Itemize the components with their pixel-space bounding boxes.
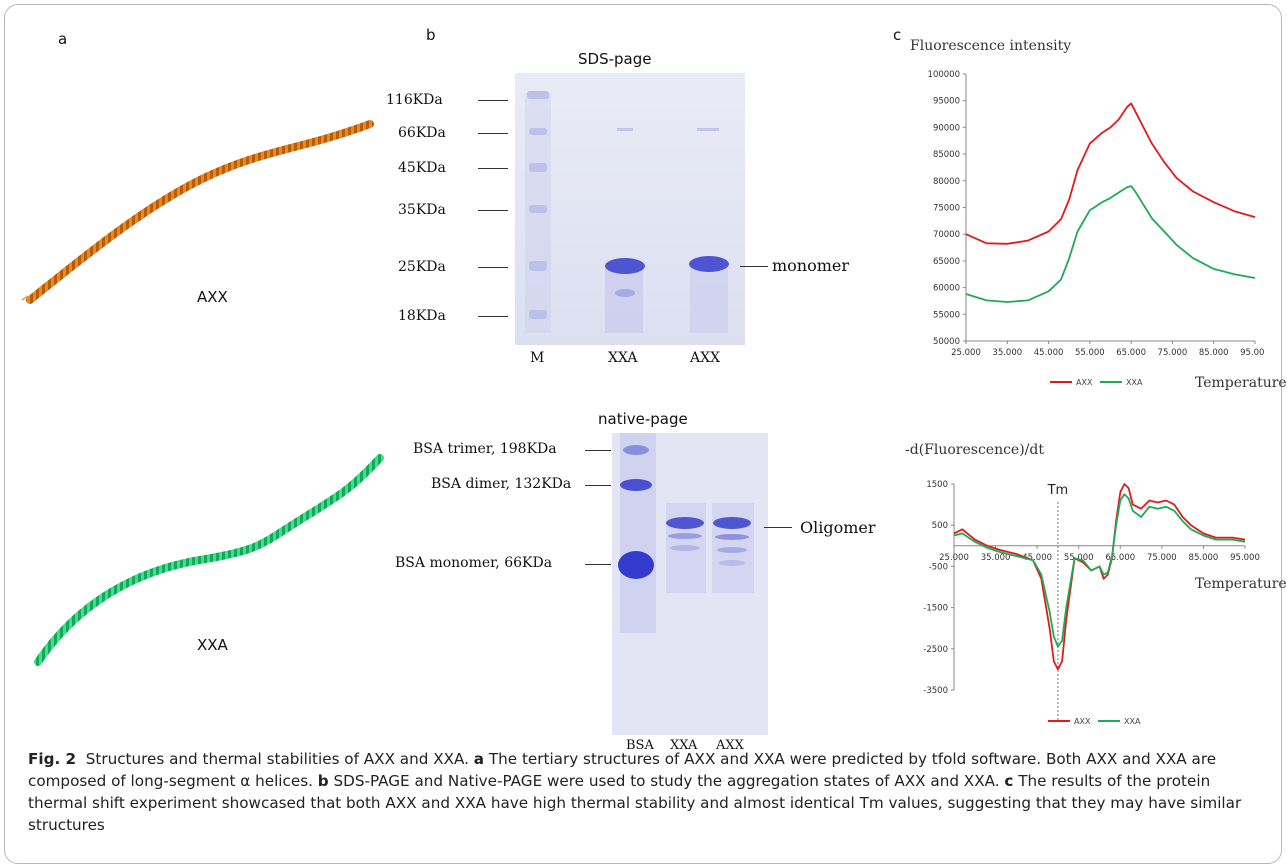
sds-marker-18: 18KDa bbox=[398, 308, 446, 324]
y-tick-label: -1500 bbox=[923, 604, 948, 614]
caption-b-letter: b bbox=[317, 772, 329, 790]
protein-structures bbox=[21, 120, 384, 666]
y-tick-label: 85000 bbox=[933, 150, 960, 160]
y-tick-label: -500 bbox=[929, 562, 948, 572]
caption-c-letter: c bbox=[1004, 772, 1014, 790]
y-tick-label: 75000 bbox=[933, 204, 960, 214]
y-tick-label: 55000 bbox=[933, 310, 960, 320]
x-tick-label: 55.000 bbox=[1064, 553, 1094, 563]
sds-title: SDS-page bbox=[578, 50, 652, 68]
y-tick-label: -2500 bbox=[923, 645, 948, 655]
sds-lane-xxa: XXA bbox=[608, 350, 638, 366]
native-title: native-page bbox=[598, 410, 688, 428]
caption-a-letter: a bbox=[473, 750, 485, 768]
y-tick-label: 70000 bbox=[933, 230, 960, 240]
series-line-xxa bbox=[953, 493, 1246, 648]
x-tick-label: 95.000 bbox=[1230, 553, 1260, 563]
x-tick-label: 25.000 bbox=[951, 348, 981, 358]
chart-legend: AXX XXA bbox=[1048, 717, 1141, 726]
native-lane-axx: AXX bbox=[716, 738, 744, 753]
panel-c-letter: c bbox=[893, 26, 902, 44]
sds-lane-m: M bbox=[530, 350, 545, 366]
sds-marker-66: 66KDa bbox=[398, 125, 446, 141]
native-gel bbox=[612, 433, 768, 735]
native-marker-dimer: BSA dimer, 132KDa bbox=[431, 476, 572, 492]
y-tick-label: 80000 bbox=[933, 177, 960, 187]
y-tick-label: 50000 bbox=[933, 337, 960, 347]
x-tick-label: 85.000 bbox=[1189, 553, 1219, 563]
x-tick-label: 95.000 bbox=[1240, 348, 1265, 358]
y-tick-label: 90000 bbox=[933, 123, 960, 133]
caption-b-text: SDS-PAGE and Native-PAGE were used to st… bbox=[333, 772, 1000, 790]
panel-b-letter: b bbox=[426, 26, 436, 44]
x-tick-label: 55.000 bbox=[1075, 348, 1105, 358]
chart-axes: 50000 55000 60000 65000 70000 75000 80000 85000… bbox=[928, 70, 1265, 358]
axx-structure-label: AXX bbox=[197, 288, 228, 306]
caption-title: Structures and thermal stabilities of AX… bbox=[85, 750, 469, 768]
x-tick-label: 75.000 bbox=[1158, 348, 1188, 358]
x-tick-label: 65.000 bbox=[1105, 553, 1135, 563]
x-tick-label: 35.000 bbox=[992, 348, 1022, 358]
x-tick-label: 65.000 bbox=[1116, 348, 1146, 358]
legend-label-axx: AXX bbox=[1076, 378, 1093, 387]
xxa-helix bbox=[34, 454, 384, 666]
x-tick-label: 85.000 bbox=[1199, 348, 1229, 358]
series-line-axx bbox=[965, 102, 1256, 245]
caption-fig-label: Fig. 2 bbox=[28, 750, 77, 768]
x-tick-label: 75.000 bbox=[1147, 553, 1177, 563]
native-marker-trimer: BSA trimer, 198KDa bbox=[413, 441, 557, 457]
native-lane-xxa: XXA bbox=[670, 738, 698, 753]
sds-lane-axx: AXX bbox=[690, 350, 721, 366]
x-tick-label: 45.000 bbox=[1034, 348, 1064, 358]
tm-label: Tm bbox=[1047, 483, 1069, 498]
bottom-chart-ylabel: -d(Fluorescence)/dt bbox=[905, 442, 1044, 458]
native-oligomer-label: Oligomer bbox=[800, 518, 876, 537]
native-lane-bsa: BSA bbox=[626, 738, 654, 753]
xxa-structure-label: XXA bbox=[197, 636, 228, 654]
top-chart-xlabel: Temperature bbox=[1195, 375, 1287, 391]
derivative-chart: 1500 500 -500 -1500 -2500 -3500 25.000 35.000 45… bbox=[923, 480, 1260, 726]
y-tick-label: 1500 bbox=[926, 480, 948, 490]
native-marker-monomer: BSA monomer, 66KDa bbox=[395, 555, 553, 571]
chart-legend: AXX XXA bbox=[1050, 378, 1143, 387]
caption-a-text: The tertiary structures of AXX and XXA w… bbox=[28, 750, 1217, 790]
sds-marker-45: 45KDa bbox=[398, 160, 446, 176]
sds-marker-25: 25KDa bbox=[398, 259, 446, 275]
figure-caption: Fig. 2 Structures and thermal stabilitie… bbox=[28, 748, 1268, 836]
sds-marker-35: 35KDa bbox=[398, 202, 446, 218]
legend-label-xxa: XXA bbox=[1124, 717, 1141, 726]
axx-helix bbox=[21, 120, 374, 304]
x-tick-label: 45.000 bbox=[1022, 553, 1052, 563]
sds-gel bbox=[515, 73, 745, 345]
panel-a-letter: a bbox=[58, 30, 68, 48]
top-chart-ylabel: Fluorescence intensity bbox=[910, 38, 1072, 54]
x-tick-label: 25.000 bbox=[939, 553, 969, 563]
sds-marker-116: 116KDa bbox=[386, 92, 443, 108]
y-tick-label: 100000 bbox=[928, 70, 960, 80]
chart-axes: 1500 500 -500 -1500 -2500 -3500 25.000 35.000 45… bbox=[923, 480, 1260, 696]
caption-c-text: The results of the protein thermal shift… bbox=[28, 772, 1242, 834]
y-tick-label: -3500 bbox=[923, 686, 948, 696]
series-line-xxa bbox=[965, 185, 1256, 303]
y-tick-label: 500 bbox=[932, 521, 948, 531]
figure-frame bbox=[4, 4, 1282, 864]
legend-label-xxa: XXA bbox=[1126, 378, 1143, 387]
y-tick-label: 95000 bbox=[933, 97, 960, 107]
sds-monomer-label: monomer bbox=[772, 256, 850, 275]
x-tick-label: 35.000 bbox=[981, 553, 1011, 563]
y-tick-label: 60000 bbox=[933, 284, 960, 294]
legend-label-axx: AXX bbox=[1074, 717, 1091, 726]
fluorescence-chart: 50000 55000 60000 65000 70000 75000 80000 85000… bbox=[928, 70, 1265, 387]
y-tick-label: 65000 bbox=[933, 257, 960, 267]
bottom-chart-xlabel: Temperature bbox=[1195, 576, 1287, 592]
